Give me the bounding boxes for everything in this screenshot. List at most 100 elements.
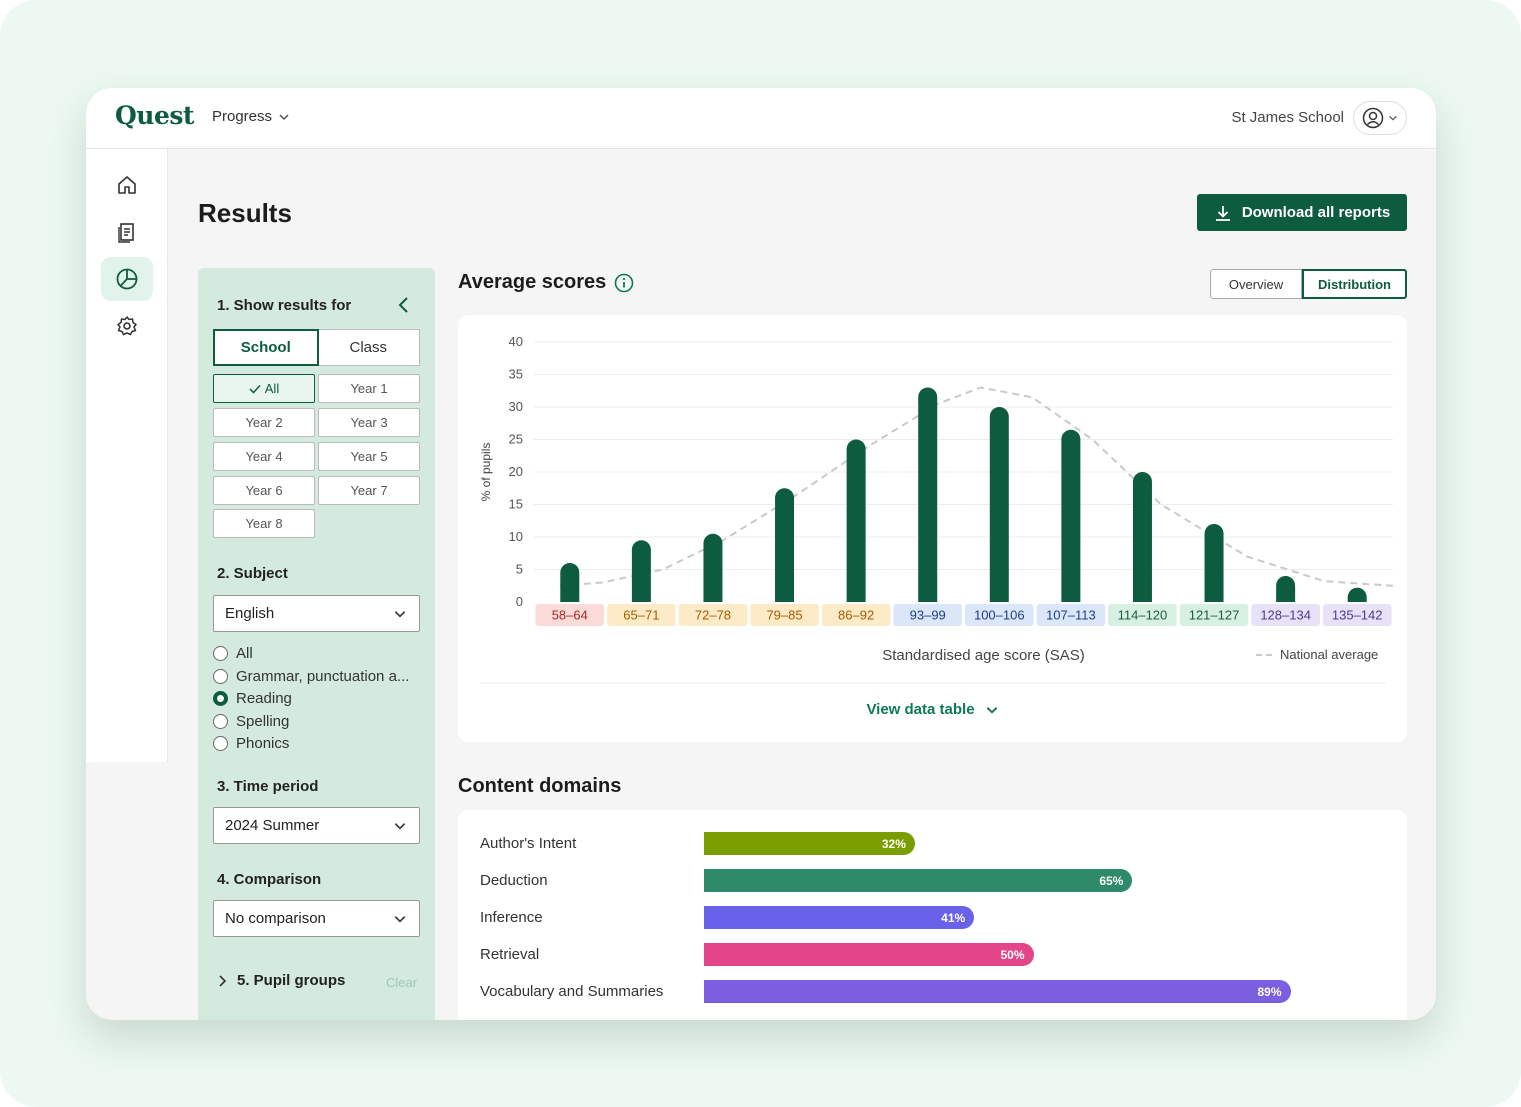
sidebar-item-home[interactable]: [101, 163, 153, 207]
tab-distribution[interactable]: Distribution: [1302, 269, 1407, 299]
year-chip-6[interactable]: Year 6: [213, 476, 315, 505]
tab-overview[interactable]: Overview: [1210, 269, 1302, 299]
download-all-reports-label: Download all reports: [1241, 204, 1391, 221]
band-chip: [1108, 604, 1177, 626]
bar-4: [775, 488, 795, 602]
band-chip: [1322, 604, 1392, 626]
sidebar-item-settings[interactable]: [101, 304, 153, 348]
subject-option-all[interactable]: All: [213, 645, 253, 662]
subject-option-spelling[interactable]: Spelling: [213, 713, 289, 730]
domain-label: Author's Intent: [480, 835, 577, 852]
y-tick-label: 25: [509, 432, 523, 447]
radio-button[interactable]: [213, 736, 228, 751]
national-average-line: [559, 386, 1394, 587]
year-chip-4[interactable]: Year 4: [213, 442, 315, 471]
radio-button[interactable]: [213, 646, 228, 661]
year-chip-3[interactable]: Year 3: [318, 408, 420, 437]
band-chip: [1036, 604, 1106, 626]
domain-bar: 41%: [704, 906, 975, 929]
subject-select[interactable]: English: [213, 595, 420, 632]
domain-label: Vocabulary and Summaries: [480, 983, 664, 1000]
show-results-for-heading: 1. Show results for: [217, 297, 352, 314]
x-tick-label: 58–64: [552, 608, 588, 623]
x-tick-label: 65–71: [623, 608, 659, 623]
year-chip-label: All: [264, 381, 280, 396]
radio-button[interactable]: [213, 714, 228, 729]
subject-option-phonics[interactable]: Phonics: [213, 735, 289, 752]
radio-button-selected[interactable]: [213, 691, 228, 706]
user-menu-button[interactable]: [1353, 101, 1407, 135]
download-all-reports-button[interactable]: Download all reports: [1197, 194, 1407, 231]
x-axis-label: Standardised age score (SAS): [882, 647, 1085, 664]
chart-pie-icon: [116, 268, 138, 290]
sidebar-item-reports[interactable]: [101, 210, 153, 254]
subject-option-label: Reading: [236, 690, 292, 707]
view-toggle: Overview Distribution: [1210, 269, 1407, 299]
comparison-heading: 4. Comparison: [217, 871, 322, 888]
bar-3: [703, 533, 723, 602]
time-period-heading: 3. Time period: [217, 778, 319, 795]
tab-class[interactable]: Class: [349, 339, 387, 356]
y-tick-label: 10: [509, 529, 523, 544]
domain-label: Deduction: [480, 872, 548, 889]
radio-button[interactable]: [213, 669, 228, 684]
bar-6: [918, 387, 938, 602]
distribution-chart: 0 5 10 15 20 25 30 35 40 % of pupils 58–64 65–71 72–…: [479, 334, 1394, 684]
subject-option-reading[interactable]: Reading: [213, 690, 292, 707]
comparison-select[interactable]: No comparison: [213, 900, 420, 937]
domain-bar: 89%: [704, 980, 1291, 1003]
subject-option-grammar[interactable]: Grammar, punctuation a...: [213, 668, 409, 685]
bar-12: [1347, 587, 1367, 602]
x-tick-label: 114–120: [1118, 608, 1168, 623]
y-tick-label: 40: [509, 334, 523, 349]
time-period-select[interactable]: 2024 Summer: [213, 807, 420, 844]
x-tick-label: 135–142: [1332, 608, 1383, 623]
comparison-value: No comparison: [225, 910, 326, 927]
subject-option-label: Phonics: [236, 735, 290, 752]
user-icon: [1362, 107, 1384, 129]
year-chip-all[interactable]: All: [213, 374, 315, 403]
bar-9: [1132, 472, 1152, 602]
domain-label: Retrieval: [480, 946, 540, 963]
year-chip-5[interactable]: Year 5: [318, 442, 420, 471]
subject-option-label: Spelling: [236, 713, 290, 730]
school-name: St James School: [1231, 109, 1344, 126]
x-tick-label: 121–127: [1189, 608, 1240, 623]
year-chip-8[interactable]: Year 8: [213, 509, 315, 538]
bar-2: [631, 540, 651, 602]
progress-menu[interactable]: Progress: [212, 108, 290, 125]
chevron-down-icon: [279, 113, 289, 120]
settings-icon: [117, 316, 137, 336]
bar-5: [846, 439, 866, 602]
tab-school[interactable]: School: [213, 329, 319, 366]
top-bar: Quest Progress St James School: [86, 88, 1436, 149]
filter-panel: 1. Show results for School Class All Yea…: [198, 268, 435, 1020]
x-tick-label: 100–106: [974, 608, 1025, 623]
band-chip: [678, 604, 748, 626]
pupil-groups-toggle[interactable]: 5. Pupil groups: [217, 972, 345, 989]
sidebar-item-results[interactable]: [101, 257, 153, 301]
chevron-left-icon: [398, 297, 408, 313]
subject-option-label: All: [236, 645, 253, 662]
year-chip-2[interactable]: Year 2: [213, 408, 315, 437]
view-data-table-label: View data table: [866, 701, 975, 718]
year-chip-7[interactable]: Year 7: [318, 476, 420, 505]
view-data-table-button[interactable]: View data table: [458, 701, 1407, 718]
sidebar: [86, 149, 168, 762]
chevron-right-icon: [219, 974, 227, 987]
y-tick-label: 15: [509, 497, 523, 512]
band-chip: [607, 604, 676, 626]
clear-button[interactable]: Clear: [386, 975, 418, 990]
distribution-chart-card: 0 5 10 15 20 25 30 35 40 % of pupils 58–64 65–71 72–…: [458, 315, 1407, 742]
y-axis-label: % of pupils: [479, 443, 493, 502]
collapse-filters-button[interactable]: [396, 295, 412, 320]
year-chip-1[interactable]: Year 1: [318, 374, 420, 403]
time-period-value: 2024 Summer: [225, 817, 320, 834]
check-icon: [249, 384, 261, 394]
progress-menu-label: Progress: [212, 108, 273, 125]
x-tick-label: 93–99: [910, 608, 946, 623]
pupil-groups-heading: 5. Pupil groups: [237, 972, 346, 989]
logo[interactable]: Quest: [115, 101, 194, 130]
y-tick-label: 0: [516, 594, 523, 609]
info-icon[interactable]: [614, 273, 634, 293]
